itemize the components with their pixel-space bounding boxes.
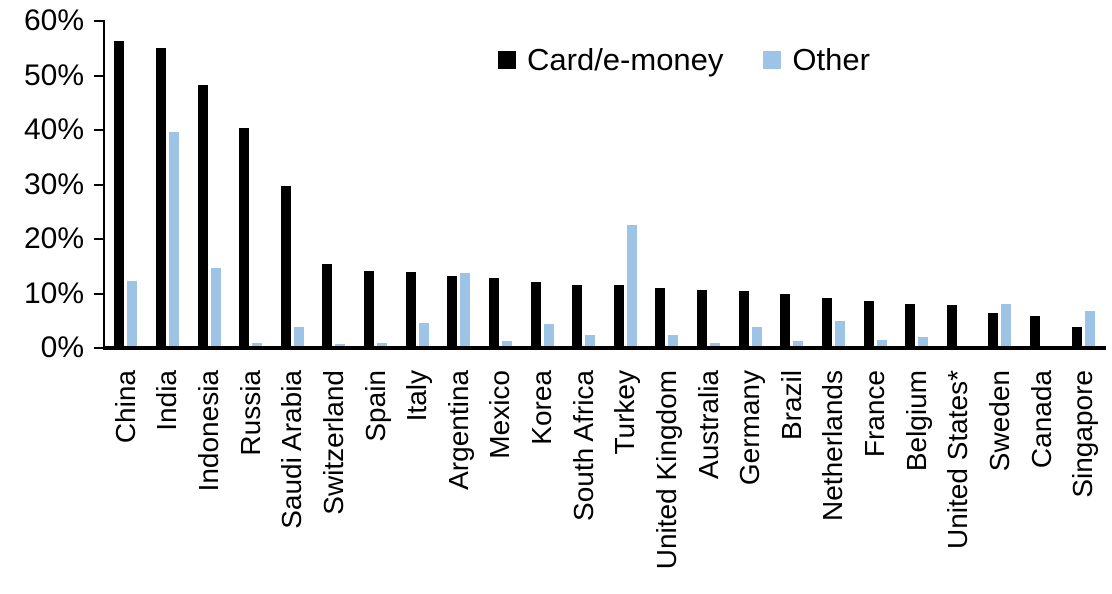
y-axis-tick-label: 10%: [23, 276, 84, 310]
bar-other: [668, 335, 679, 348]
bar-card-e-money: [572, 284, 583, 348]
bar-card-e-money: [613, 284, 624, 348]
x-axis-category-label: South Africa: [567, 370, 599, 521]
legend-swatch-card-e-money: [498, 51, 516, 69]
bar-other: [252, 342, 263, 348]
x-axis-category-label: Singapore: [1067, 370, 1099, 498]
y-axis-tick-label: 30%: [23, 167, 84, 201]
bar-other: [127, 280, 138, 348]
x-axis-category-label: Indonesia: [193, 370, 225, 492]
bar-other: [710, 342, 721, 348]
y-axis-tick-label: 0%: [40, 331, 84, 364]
y-axis-tick-label: 20%: [23, 222, 84, 255]
bar-card-e-money: [447, 275, 458, 348]
bar-card-e-money: [364, 271, 375, 348]
bar-other: [293, 327, 304, 348]
bar-card-e-money: [488, 278, 499, 348]
y-axis-tick: [94, 292, 105, 295]
bar-card-e-money: [155, 48, 166, 348]
chart-legend: Card/e-money Other: [498, 40, 870, 80]
bar-other: [1001, 303, 1012, 348]
bar-other: [501, 340, 512, 348]
bar-card-e-money: [863, 300, 874, 348]
bar-other: [751, 326, 762, 348]
y-axis-line: [103, 21, 105, 350]
x-axis-category-label: United Kingdom: [650, 370, 682, 570]
x-axis-category-label: Turkey: [609, 370, 641, 455]
x-axis-category-label: Spain: [359, 370, 391, 442]
x-axis-line: [103, 346, 1106, 350]
x-axis-category-label: Switzerland: [317, 370, 349, 515]
x-axis-category-label: Belgium: [900, 370, 932, 472]
bar-other: [876, 339, 887, 348]
x-axis-category-label: Korea: [526, 370, 558, 445]
bar-other: [168, 131, 179, 348]
x-axis-category-label: Mexico: [484, 370, 516, 459]
bar-other: [377, 342, 388, 348]
x-axis-category-label: United States*: [942, 370, 974, 549]
legend-label-other: Other: [792, 42, 870, 77]
y-axis-tick: [94, 238, 105, 240]
bar-card-e-money: [655, 288, 666, 348]
legend-label-card-e-money: Card/e-money: [527, 42, 724, 77]
x-axis-category-label: Germany: [734, 370, 766, 486]
x-axis-category-label: Sweden: [983, 370, 1015, 472]
bar-other: [834, 321, 845, 348]
bar-card-e-money: [280, 185, 291, 348]
x-axis-category-label: Netherlands: [817, 370, 849, 521]
bar-card-e-money: [738, 290, 749, 348]
bar-card-e-money: [780, 293, 791, 348]
x-axis-category-label: India: [151, 370, 183, 431]
legend-swatch-other: [763, 51, 782, 69]
x-axis-category-label: Australia: [692, 370, 724, 479]
bar-card-e-money: [821, 297, 832, 348]
legend-item-card-e-money: Card/e-money: [498, 42, 723, 78]
y-axis-tick: [94, 347, 105, 349]
x-axis-category-label: Saudi Arabia: [276, 370, 308, 529]
x-axis-category-label: Brazil: [775, 370, 807, 441]
bar-card-e-money: [1071, 326, 1082, 348]
bar-card-e-money: [988, 312, 999, 348]
bar-card-e-money: [530, 281, 541, 348]
y-axis-tick: [94, 74, 105, 77]
bar-other: [210, 268, 221, 348]
y-axis-tick-label: 40%: [23, 113, 84, 146]
bar-card-e-money: [1030, 315, 1041, 348]
bar-card-e-money: [905, 303, 916, 348]
y-axis-tick: [94, 20, 105, 22]
y-axis-tick-label: 60%: [23, 4, 84, 37]
bar-card-e-money: [197, 84, 208, 348]
x-axis-category-label: China: [109, 370, 141, 444]
bar-card-e-money: [322, 263, 333, 348]
legend-item-other: Other: [763, 42, 870, 78]
bar-card-e-money: [697, 289, 708, 348]
x-axis-category-label: Russia: [234, 370, 266, 456]
bar-other: [543, 324, 554, 348]
bar-other: [418, 322, 429, 348]
y-axis-tick: [94, 183, 105, 186]
bar-other: [1084, 311, 1095, 348]
y-axis-tick-label: 50%: [23, 58, 84, 92]
bar-card-e-money: [114, 41, 125, 348]
bar-card-e-money: [946, 304, 957, 348]
x-axis-category-label: Italy: [401, 370, 433, 422]
x-axis-category-label: France: [859, 370, 891, 458]
x-axis-category-label: Canada: [1025, 370, 1057, 469]
bar-other: [918, 337, 929, 348]
bar-card-e-money: [239, 127, 250, 348]
bar-other: [793, 341, 804, 348]
bar-card-e-money: [405, 272, 416, 348]
bar-other: [626, 225, 637, 348]
bar-other: [460, 272, 471, 348]
bar-other: [585, 334, 596, 348]
bar-other: [335, 343, 346, 348]
y-axis-tick: [94, 129, 105, 131]
x-axis-category-label: Argentina: [442, 370, 474, 490]
